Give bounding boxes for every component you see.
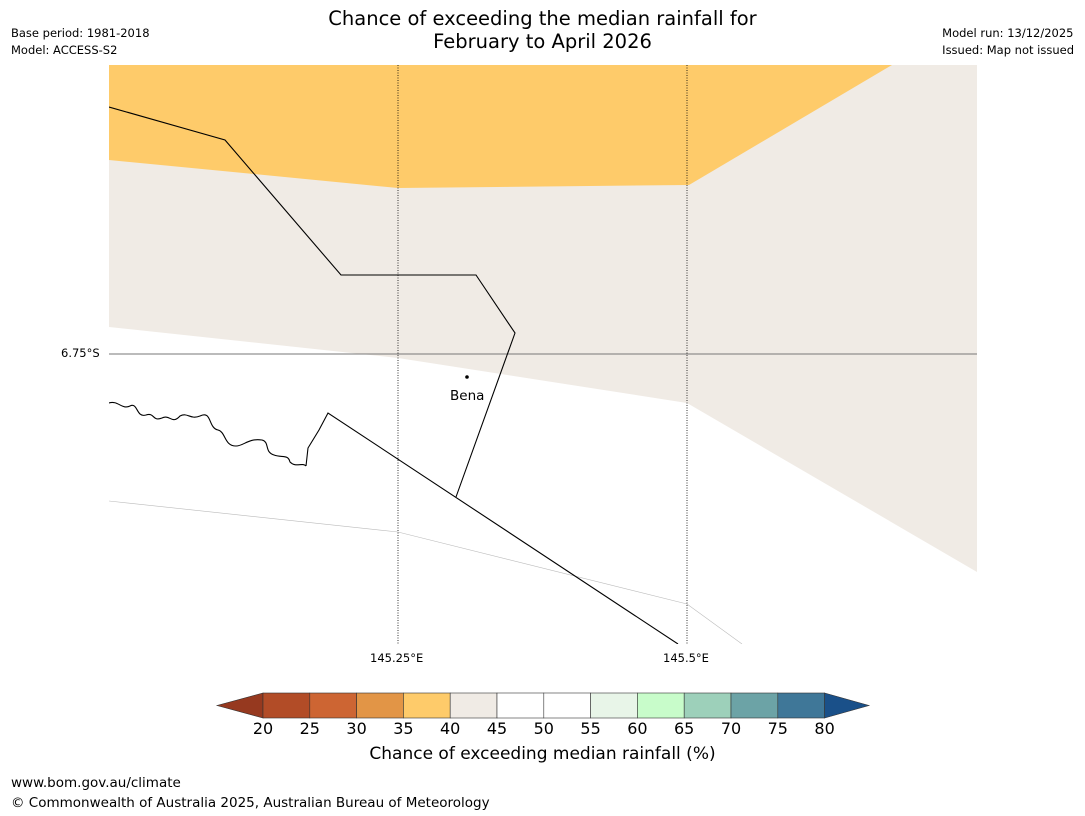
faint-boundary-line xyxy=(109,500,743,644)
colorbar-segment xyxy=(496,692,545,719)
colorbar-tick-label: 75 xyxy=(767,719,788,738)
colorbar-segment xyxy=(777,692,825,719)
province-boundary xyxy=(109,106,516,498)
colorbar-segment xyxy=(262,692,311,719)
river-line xyxy=(109,401,307,467)
colorbar-tick-label: 25 xyxy=(299,719,320,738)
beige-region xyxy=(109,65,977,572)
base-period: Base period: 1981-2018 xyxy=(11,26,150,40)
colorbar-tick-label: 45 xyxy=(486,719,508,738)
colorbar-tick-label: 65 xyxy=(674,719,695,738)
meta-left: Base period: 1981-2018 Model: ACCESS-S2 xyxy=(11,25,150,59)
colorbar xyxy=(215,692,871,719)
colorbar-tick-label: 55 xyxy=(580,719,601,738)
colorbar-tick-label: 60 xyxy=(627,719,648,738)
town-marker-bena xyxy=(465,375,469,379)
colorbar-tick-label: 40 xyxy=(440,719,461,738)
colorbar-tick-label: 20 xyxy=(252,719,274,738)
title-line-1: Chance of exceeding the median rainfall … xyxy=(328,7,757,30)
longitude-label-1: 145.25°E xyxy=(370,651,424,665)
colorbar-tick-label: 70 xyxy=(720,719,742,738)
place-label-bena: Bena xyxy=(450,388,485,404)
model-name: Model: ACCESS-S2 xyxy=(11,43,118,57)
colorbar-over-arrow xyxy=(824,692,871,719)
colorbar-tick-label: 35 xyxy=(393,719,414,738)
colorbar-segment xyxy=(449,692,498,719)
longitude-label-2: 145.5°E xyxy=(663,651,709,665)
colorbar-segment xyxy=(637,692,685,719)
colorbar-segment xyxy=(730,692,779,719)
colorbar-under-arrow xyxy=(215,692,264,719)
title-line-2: February to April 2026 xyxy=(433,30,652,53)
colorbar-segment xyxy=(309,692,357,719)
orange-region xyxy=(109,65,892,188)
colorbar-segment xyxy=(543,692,591,719)
footer-url: www.bom.gov.au/climate xyxy=(11,775,181,791)
footer-copyright: © Commonwealth of Australia 2025, Austra… xyxy=(11,795,490,811)
colorbar-segment xyxy=(683,692,732,719)
colorbar-label: Chance of exceeding median rainfall (%) xyxy=(369,744,716,764)
province-boundary-2 xyxy=(305,412,679,644)
colorbar-tick-label: 50 xyxy=(533,719,554,738)
colorbar-segment xyxy=(403,692,451,719)
colorbar-segment xyxy=(590,692,638,719)
issued-status: Issued: Map not issued xyxy=(942,43,1074,57)
model-run: Model run: 13/12/2025 xyxy=(942,26,1074,40)
meta-right: Model run: 13/12/2025 Issued: Map not is… xyxy=(942,25,1074,59)
colorbar-tick-label: 30 xyxy=(346,719,367,738)
latitude-label: 6.75°S xyxy=(61,346,100,360)
colorbar-segment xyxy=(356,692,404,719)
map-title: Chance of exceeding the median rainfall … xyxy=(0,7,1085,53)
colorbar-tick-label: 80 xyxy=(814,719,835,738)
